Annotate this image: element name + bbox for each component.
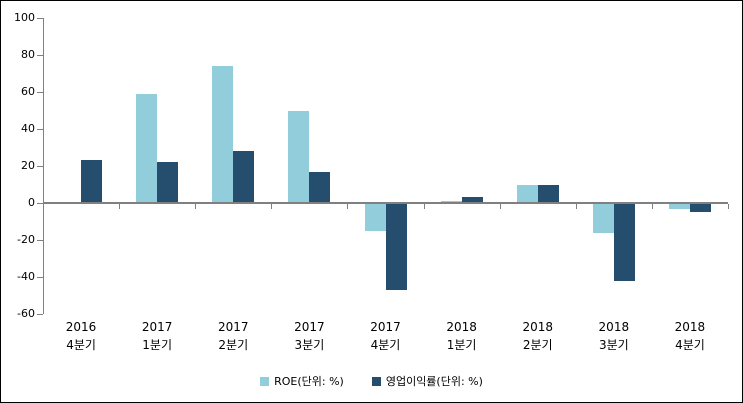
x-category-year: 2018 xyxy=(598,320,630,334)
x-category-label: 2018 2분기 xyxy=(500,318,576,354)
bar-opmargin-2017-1분기 xyxy=(157,162,179,203)
x-category-label: 2017 1분기 xyxy=(119,318,195,354)
y-tick-label: 0 xyxy=(28,196,35,209)
bar-opmargin-2017-4분기 xyxy=(385,203,407,290)
x-category-year: 2017 xyxy=(218,320,249,334)
x-tick xyxy=(728,204,729,209)
y-tick-label: 60 xyxy=(21,85,35,98)
x-category-year: 2017 xyxy=(370,320,401,334)
x-category-year: 2018 xyxy=(522,320,553,334)
x-tick xyxy=(347,204,349,209)
x-category-quarter: 4분기 xyxy=(370,338,401,352)
y-tick xyxy=(37,277,43,278)
bar-roe-2017-1분기 xyxy=(136,93,158,203)
x-category-quarter: 4분기 xyxy=(66,338,96,352)
y-tick xyxy=(37,166,43,167)
bar-opmargin-2018-4분기 xyxy=(689,203,711,213)
y-tick xyxy=(37,203,43,204)
x-category-label: 2017 2분기 xyxy=(195,318,271,354)
legend-item-operating-margin: 영업이익률(단위: %) xyxy=(371,373,483,389)
legend: ROE(단위: %) 영업이익률(단위: %) xyxy=(1,373,742,389)
x-tick xyxy=(575,204,577,209)
bar-roe-2018-3분기 xyxy=(592,203,614,233)
y-axis-line xyxy=(43,18,44,314)
bar-opmargin-2017-3분기 xyxy=(309,171,331,203)
x-category-quarter: 4분기 xyxy=(675,338,705,352)
y-tick xyxy=(37,314,43,315)
y-tick xyxy=(37,129,43,130)
y-tick-label: 20 xyxy=(21,159,35,172)
x-axis-line xyxy=(43,202,728,204)
x-category-quarter: 2분기 xyxy=(522,338,553,352)
bar-roe-2018-2분기 xyxy=(516,184,538,203)
x-category-year: 2016 xyxy=(65,320,97,334)
x-category-year: 2018 xyxy=(674,320,706,334)
x-tick xyxy=(423,204,425,209)
x-category-quarter: 2분기 xyxy=(218,338,249,352)
x-tick xyxy=(119,204,121,209)
x-category-label: 2018 3분기 xyxy=(576,318,652,354)
y-tick-label: 100 xyxy=(14,11,35,24)
x-category-label: 2017 3분기 xyxy=(271,318,347,354)
x-category-label: 2018 1분기 xyxy=(424,318,500,354)
bar-opmargin-2018-3분기 xyxy=(613,203,635,281)
x-category-quarter: 1분기 xyxy=(446,338,477,352)
bar-opmargin-2018-1분기 xyxy=(461,197,483,203)
x-category-quarter: 1분기 xyxy=(142,338,173,352)
bar-roe-2017-3분기 xyxy=(288,110,310,203)
x-category-year: 2018 xyxy=(446,320,477,334)
y-tick xyxy=(37,55,43,56)
legend-label-operating-margin: 영업이익률(단위: %) xyxy=(385,375,483,388)
legend-swatch-roe xyxy=(260,376,270,386)
x-category-quarter: 3분기 xyxy=(294,338,325,352)
y-tick-label: -20 xyxy=(17,233,35,246)
y-tick xyxy=(37,18,43,19)
y-tick-label: -40 xyxy=(17,270,35,283)
y-tick-label: 40 xyxy=(21,122,35,135)
bar-opmargin-2017-2분기 xyxy=(233,151,255,203)
legend-item-roe: ROE(단위: %) xyxy=(260,373,344,389)
y-tick-label: 80 xyxy=(21,48,35,61)
x-category-label: 2017 4분기 xyxy=(347,318,423,354)
x-tick xyxy=(499,204,501,209)
y-tick xyxy=(37,92,43,93)
x-category-year: 2017 xyxy=(141,320,173,334)
x-tick xyxy=(195,204,197,209)
legend-swatch-operating-margin xyxy=(371,376,381,386)
bar-roe-2018-4분기 xyxy=(668,203,690,209)
bar-roe-2017-2분기 xyxy=(212,66,234,203)
x-category-label: 2016 4분기 xyxy=(43,318,119,354)
x-category-quarter: 3분기 xyxy=(598,338,629,352)
x-category-year: 2017 xyxy=(294,320,325,334)
y-tick-label: -60 xyxy=(17,307,35,320)
bar-roe-2017-4분기 xyxy=(364,203,386,231)
x-category-label: 2018 4분기 xyxy=(652,318,728,354)
y-tick xyxy=(37,240,43,241)
legend-label-roe: ROE(단위: %) xyxy=(274,375,344,388)
bar-opmargin-2018-2분기 xyxy=(537,184,559,203)
bar-opmargin-2016-4분기 xyxy=(81,160,103,203)
x-tick xyxy=(651,204,653,209)
x-tick xyxy=(271,204,273,209)
